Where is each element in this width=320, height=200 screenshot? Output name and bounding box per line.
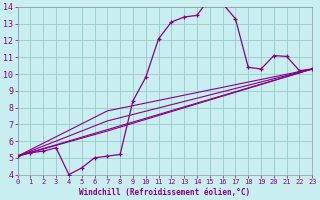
X-axis label: Windchill (Refroidissement éolien,°C): Windchill (Refroidissement éolien,°C) [79, 188, 251, 197]
